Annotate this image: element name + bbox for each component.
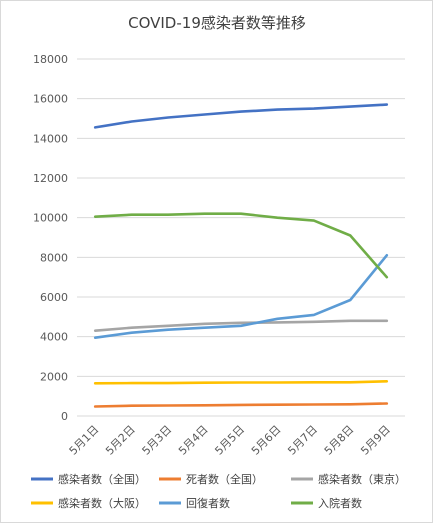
legend: 感染者数（全国） 死者数（全国） 感染者数（東京） 感染者数（大阪） 回復者数 入院者数: [31, 472, 406, 510]
x-tick-label: 5月3日: [140, 423, 175, 458]
series-line-2: [93, 319, 389, 333]
x-tick-label: 5月1日: [67, 423, 102, 458]
legend-label-0: 感染者数（全国）: [58, 472, 146, 486]
x-tick-label: 5月4日: [176, 423, 211, 458]
x-axis-tick-labels: 5月1日 5月2日 5月3日 5月4日 5月5日 5月6日 5月7日 5月8日 5月9日: [67, 423, 393, 458]
y-tick-label: 4000: [40, 331, 68, 344]
series-line-0: [93, 103, 389, 129]
series-line-1: [93, 402, 389, 408]
legend-label-5: 入院者数: [318, 496, 362, 510]
y-tick-label: 2000: [40, 370, 68, 383]
y-tick-label: 16000: [33, 93, 68, 106]
legend-label-4: 回復者数: [186, 497, 230, 510]
y-tick-label: 0: [61, 410, 68, 423]
y-tick-label: 10000: [33, 212, 68, 225]
x-tick-label: 5月8日: [322, 423, 357, 458]
y-tick-label: 14000: [33, 132, 68, 145]
gridlines: [77, 58, 405, 417]
series-line-5: [93, 212, 389, 279]
series-line-3: [93, 379, 389, 385]
legend-label-3: 感染者数（大阪）: [58, 496, 146, 510]
x-tick-label: 5月7日: [285, 423, 320, 458]
x-tick-label: 5月2日: [103, 423, 138, 458]
y-tick-label: 8000: [40, 251, 68, 264]
series-lines: [93, 103, 389, 408]
y-tick-label: 18000: [33, 53, 68, 66]
chart-title: COVID-19感染者数等推移: [128, 14, 306, 32]
y-tick-label: 12000: [33, 172, 68, 185]
x-tick-label: 5月9日: [358, 423, 393, 458]
y-axis-tick-labels: 0 2000 4000 6000 8000 10000 12000 14000 16000 180…: [33, 53, 68, 423]
x-tick-label: 5月5日: [212, 423, 247, 458]
x-tick-label: 5月6日: [249, 423, 284, 458]
series-line-4: [93, 254, 389, 340]
legend-label-1: 死者数（全国）: [186, 472, 263, 486]
legend-label-2: 感染者数（東京）: [318, 472, 406, 486]
y-tick-label: 6000: [40, 291, 68, 304]
